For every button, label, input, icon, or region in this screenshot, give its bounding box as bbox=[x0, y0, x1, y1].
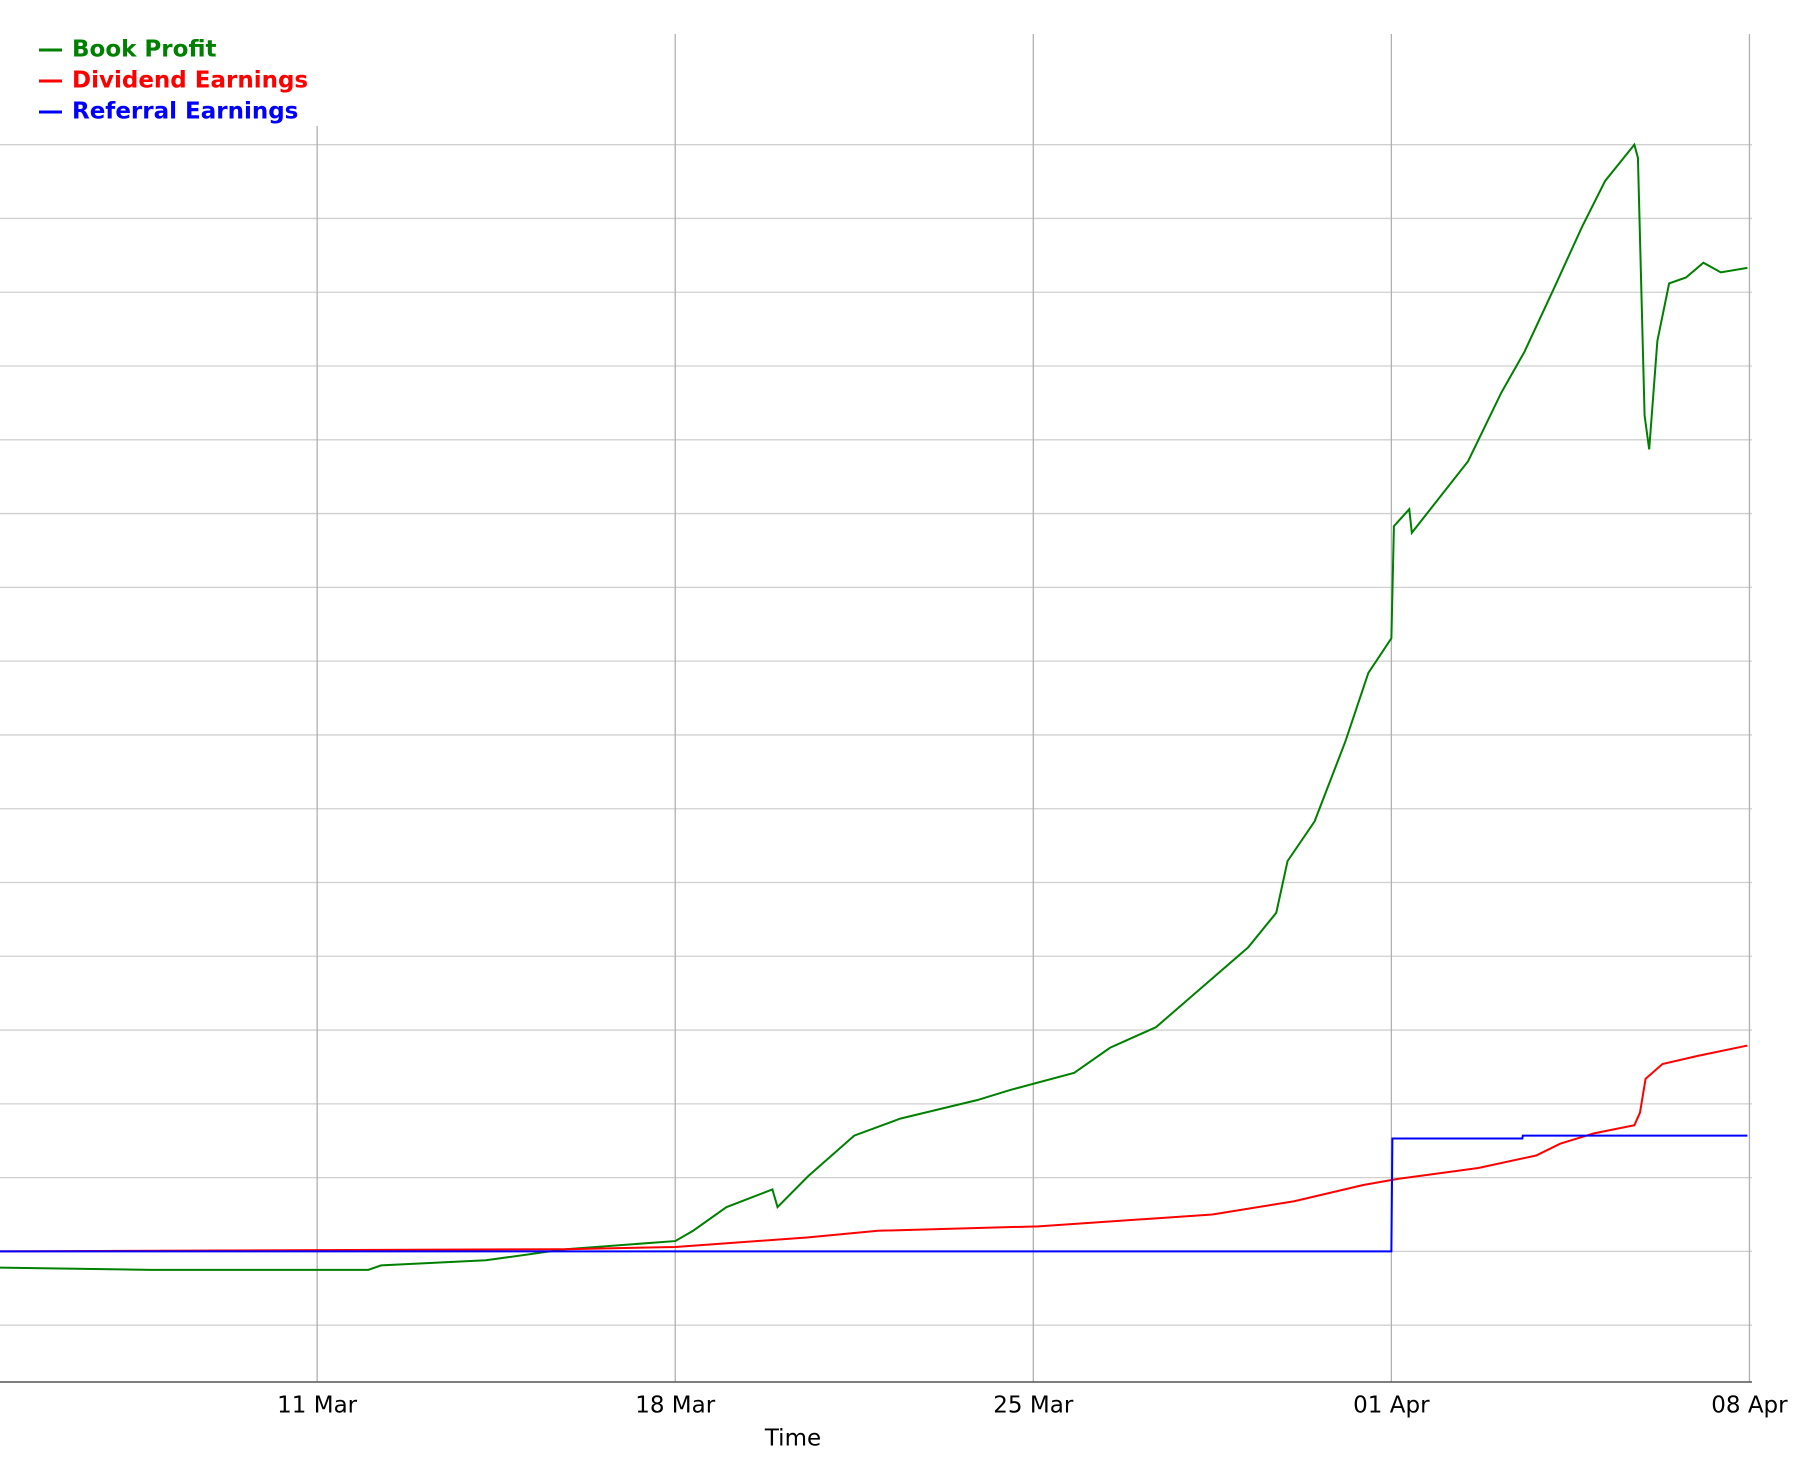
legend-label: Referral Earnings bbox=[72, 99, 298, 125]
x-axis-label: Time bbox=[764, 1426, 821, 1452]
legend-label: Book Profit bbox=[72, 37, 216, 63]
x-tick-label: 25 Mar bbox=[993, 1393, 1074, 1419]
x-tick-label: 11 Mar bbox=[277, 1393, 358, 1419]
x-tick-label: 18 Mar bbox=[635, 1393, 716, 1419]
legend-label: Dividend Earnings bbox=[72, 68, 308, 94]
series-line bbox=[0, 1044, 1748, 1253]
legend: Book Profit Dividend Earnings Referral Ear… bbox=[0, 34, 318, 126]
x-tick-label: 08 Apr bbox=[1711, 1393, 1788, 1419]
series-line bbox=[0, 142, 1748, 1271]
x-tick-label: 01 Apr bbox=[1353, 1393, 1430, 1419]
series-line bbox=[0, 1134, 1748, 1253]
